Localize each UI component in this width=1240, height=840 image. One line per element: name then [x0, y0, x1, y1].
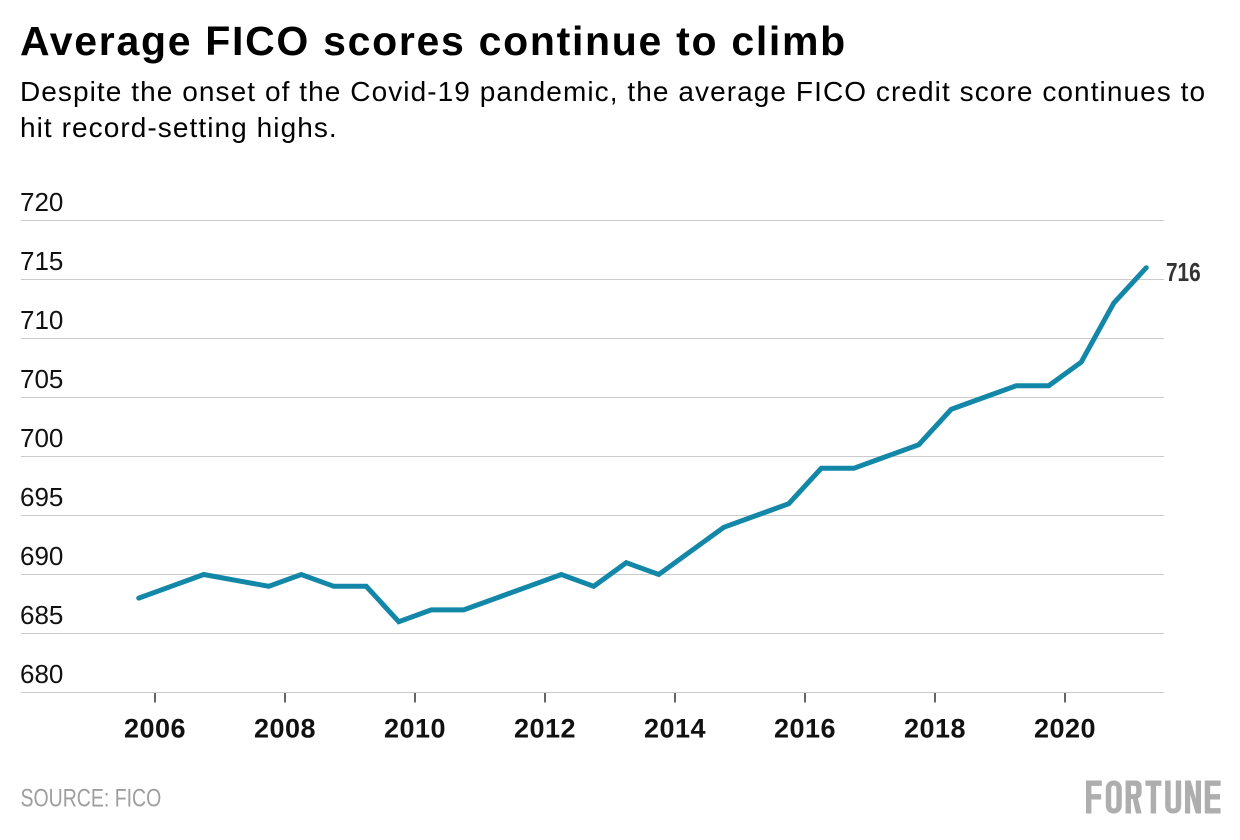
svg-text:2006: 2006	[124, 714, 186, 744]
svg-text:2018: 2018	[904, 714, 966, 744]
svg-text:2010: 2010	[384, 714, 446, 744]
svg-text:2012: 2012	[514, 714, 576, 744]
svg-text:hit record-setting highs.: hit record-setting highs.	[20, 112, 338, 143]
svg-text:2016: 2016	[774, 714, 836, 744]
svg-text:2014: 2014	[644, 714, 706, 744]
svg-text:690: 690	[20, 541, 63, 571]
svg-text:720: 720	[20, 187, 63, 217]
svg-text:680: 680	[20, 659, 63, 689]
svg-text:716: 716	[1166, 258, 1201, 287]
svg-text:Despite the onset of the Covid: Despite the onset of the Covid-19 pandem…	[20, 76, 1206, 107]
svg-text:2008: 2008	[254, 714, 316, 744]
svg-text:685: 685	[20, 600, 63, 630]
svg-text:2020: 2020	[1034, 714, 1096, 744]
svg-text:695: 695	[20, 482, 63, 512]
svg-text:Average FICO scores continue t: Average FICO scores continue to climb	[20, 18, 847, 64]
svg-text:705: 705	[20, 364, 63, 394]
svg-text:715: 715	[20, 246, 63, 276]
svg-text:700: 700	[20, 423, 63, 453]
svg-text:710: 710	[20, 305, 63, 335]
svg-text:SOURCE: FICO: SOURCE: FICO	[21, 784, 162, 812]
